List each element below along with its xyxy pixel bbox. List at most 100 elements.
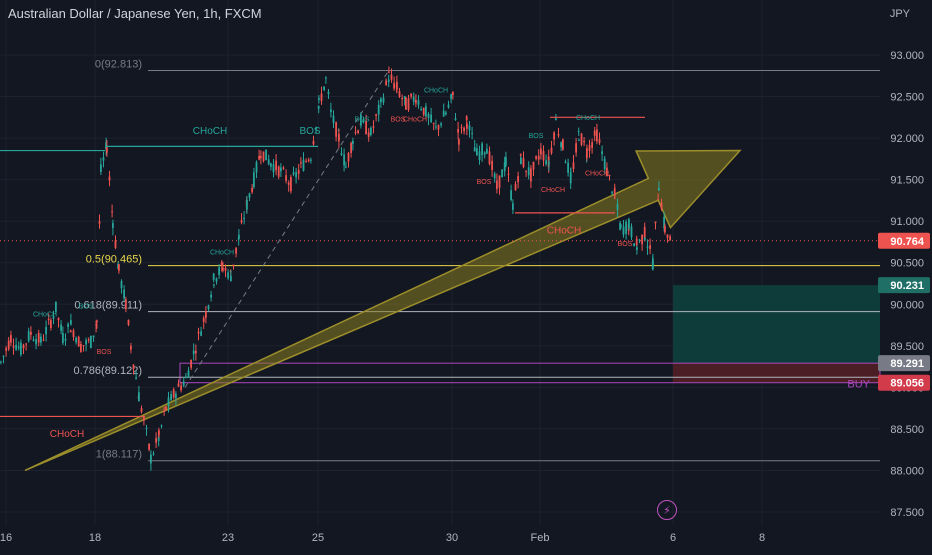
- candle-body: [375, 114, 377, 116]
- candle-body: [401, 98, 403, 100]
- candle-body: [52, 316, 55, 319]
- candle-body: [170, 394, 172, 401]
- candle-body: [87, 339, 90, 341]
- candle-body: [652, 258, 654, 270]
- candle-body: [158, 430, 160, 436]
- structure-tag: CHoCH: [576, 115, 600, 122]
- structure-tag: CHoCH: [541, 187, 565, 194]
- candle-body: [380, 98, 382, 103]
- candle-body: [270, 163, 272, 167]
- candle-body: [425, 106, 427, 117]
- candle-body: [172, 389, 175, 398]
- target-price-tag-bg: [878, 277, 930, 294]
- candle-body: [335, 122, 337, 137]
- candle-body: [572, 162, 575, 169]
- candle-body: [318, 98, 320, 100]
- candle-body: [385, 80, 387, 85]
- candle-body: [463, 127, 465, 132]
- candle-body: [343, 154, 345, 166]
- candle-body: [396, 81, 398, 90]
- candle-body: [466, 123, 468, 129]
- candle-body: [160, 425, 163, 427]
- x-tick-label: 6: [670, 532, 676, 544]
- candle-body: [69, 330, 72, 333]
- candle-body: [347, 152, 350, 162]
- candle-body: [112, 223, 114, 228]
- candle-body: [644, 238, 646, 241]
- candle-body: [527, 167, 530, 176]
- candle-body: [280, 167, 282, 172]
- candle-body: [445, 112, 447, 115]
- structure-tag: BOS: [97, 349, 112, 356]
- target-price-tag: 90.231: [890, 280, 924, 292]
- candle-body: [465, 116, 468, 121]
- candle-body: [127, 319, 130, 325]
- candle-body: [135, 377, 137, 379]
- candle-body: [387, 79, 390, 82]
- candle-body: [641, 234, 643, 245]
- candle-body: [77, 336, 80, 347]
- candle-body: [427, 114, 430, 118]
- y-tick-label: 90.500: [890, 258, 924, 270]
- candle-body: [248, 193, 251, 198]
- y-tick-label: 90.000: [890, 299, 924, 311]
- candle-body: [345, 166, 347, 168]
- candle-body: [253, 172, 255, 188]
- candle-body: [195, 350, 197, 354]
- candle-body: [105, 142, 107, 150]
- candle-body: [557, 134, 560, 136]
- candle-body: [251, 187, 253, 193]
- candle-body: [15, 344, 17, 350]
- candle-body: [393, 82, 395, 89]
- candle-body: [493, 173, 496, 179]
- candle-body: [606, 167, 608, 177]
- candle-body: [636, 247, 638, 250]
- candle-body: [657, 199, 659, 201]
- structure-tag: CHoCH: [585, 170, 609, 177]
- candle-body: [555, 118, 557, 121]
- trend-arrow: [24, 149, 742, 472]
- candle-body: [292, 172, 295, 175]
- candle-body: [663, 216, 665, 229]
- candle-body: [450, 94, 452, 99]
- candle-body: [638, 239, 641, 241]
- candle-body: [155, 438, 157, 443]
- candle-body: [440, 123, 442, 126]
- candle-body: [486, 148, 488, 154]
- structure-tag: BOS: [355, 116, 370, 123]
- candle-body: [473, 147, 476, 152]
- y-tick-label: 89.500: [890, 341, 924, 353]
- entry-price-tag-bg: [878, 355, 930, 372]
- candle-body: [501, 169, 503, 178]
- candle-body: [165, 406, 167, 410]
- candle-body: [114, 240, 117, 248]
- candle-body: [457, 129, 459, 133]
- structure-tag: CHoCH: [33, 312, 57, 319]
- candle-body: [365, 120, 367, 135]
- candle-body: [32, 339, 35, 341]
- candle-body: [471, 132, 473, 134]
- structure-tag: CHoCH: [424, 87, 448, 94]
- candle-body: [192, 350, 195, 355]
- candle-body: [458, 139, 460, 145]
- candle-body: [591, 142, 593, 148]
- candle-body: [420, 108, 422, 110]
- candle-body: [67, 323, 69, 328]
- candle-body: [75, 338, 77, 343]
- candle-body: [132, 364, 135, 370]
- candle-body: [608, 175, 611, 177]
- lightning-icon[interactable]: ⚡: [657, 500, 677, 520]
- candle-body: [57, 317, 60, 321]
- candle-body: [2, 355, 5, 357]
- candle-body: [447, 104, 450, 108]
- candle-body: [148, 443, 150, 450]
- candle-body: [302, 159, 305, 171]
- candle-body: [454, 118, 457, 120]
- structure-label: BOS: [299, 126, 320, 137]
- candle-body: [620, 224, 622, 227]
- candle-body: [583, 140, 585, 143]
- current-price-tag-bg: [878, 232, 930, 249]
- candle-body: [215, 278, 218, 282]
